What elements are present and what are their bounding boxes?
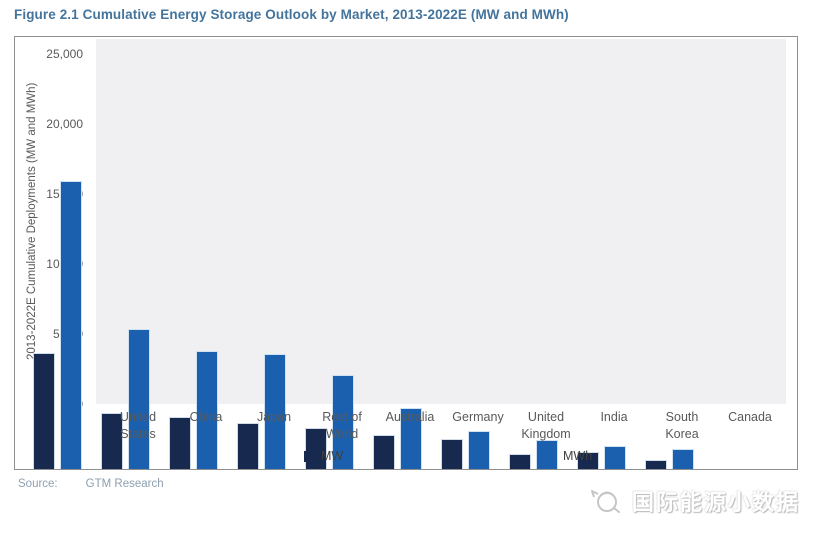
x-axis-label: United Kingdom [521,410,571,441]
x-axis-label: Canada [728,410,772,424]
x-axis-label: Germany [452,410,504,424]
bars [23,104,703,469]
bar-mw [236,422,259,469]
bar-group [159,104,227,469]
bar-mw [372,434,395,469]
legend: MW MWh [15,449,799,469]
x-axis-label: South Korea [665,410,699,441]
bar-mw [32,352,55,469]
bar-group [363,104,431,469]
bar-mw [576,451,599,469]
legend-swatch-icon [304,450,315,462]
x-axis-labels: United States China Japan Rest of World Aust… [104,409,784,443]
bar-mwh [331,375,354,469]
bar-group [23,104,91,469]
source-label: Source: [18,478,58,490]
y-axis-tick-label: 20,000 [46,117,83,131]
legend-item-mwh: MWh [546,449,592,463]
teapot-logo-icon [590,490,620,513]
bar-mwh [195,351,218,469]
bar-group [91,104,159,469]
source-row: Source: GTM Research [18,478,164,490]
bar-mwh [467,431,490,469]
bar-group [295,104,363,469]
x-axis-label: United States [119,410,157,441]
x-axis-label: Japan [256,410,292,424]
bar-mw [644,459,667,469]
bar-mwh [263,354,286,469]
legend-label: MW [321,449,344,463]
bar-mw [440,438,463,469]
watermark: 国际能源小数据 [588,485,800,517]
x-axis-label: Rest of World [322,410,362,441]
legend-swatch-icon [546,450,557,462]
bar-group [431,104,499,469]
bar-group [227,104,295,469]
watermark-text: 国际能源小数据 [631,490,800,515]
bar-mw [508,453,531,469]
legend-label: MWh [563,449,593,463]
bar-mw [168,417,191,469]
plot-area [96,39,786,404]
y-axis-tick-label: 25,000 [46,47,83,61]
bar-mwh [399,408,422,469]
bar-mwh [59,180,82,469]
x-axis-label: India [600,410,628,424]
bar-group [635,104,703,469]
x-axis-label: Australia [385,410,435,424]
legend-item-mw: MW [304,449,343,463]
bar-group [567,104,635,469]
chart-frame: 2013-2022E Cumulative Deployments (MW an… [14,36,798,470]
bar-mwh [127,329,150,469]
bar-mwh [671,449,694,469]
bar-mwh [603,445,626,469]
bar-mw [100,413,123,469]
x-axis-label: China [189,410,223,424]
figure-title: Figure 2.1 Cumulative Energy Storage Out… [14,7,569,22]
source-value: GTM Research [85,478,164,490]
